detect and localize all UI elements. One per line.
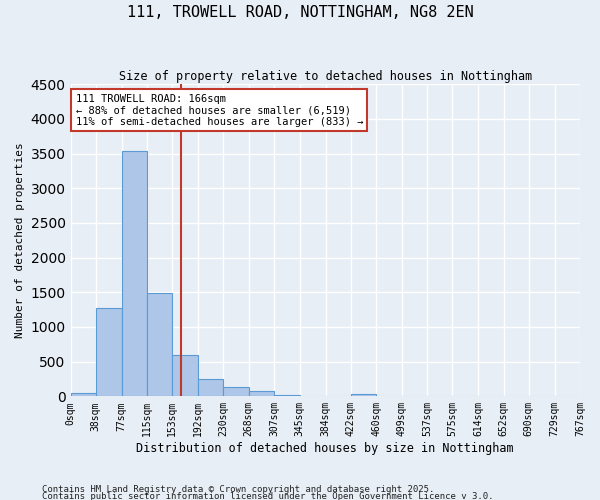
Bar	[172, 354, 198, 397]
Bar	[71, 393, 96, 396]
X-axis label: Distribution of detached houses by size in Nottingham: Distribution of detached houses by size …	[136, 442, 514, 455]
Bar	[274, 395, 299, 396]
Text: Contains HM Land Registry data © Crown copyright and database right 2025.: Contains HM Land Registry data © Crown c…	[42, 486, 434, 494]
Bar	[122, 152, 147, 396]
Text: 111 TROWELL ROAD: 166sqm
← 88% of detached houses are smaller (6,519)
11% of sem: 111 TROWELL ROAD: 166sqm ← 88% of detach…	[76, 94, 363, 126]
Title: Size of property relative to detached houses in Nottingham: Size of property relative to detached ho…	[119, 70, 532, 83]
Bar	[198, 379, 223, 396]
Bar	[223, 388, 248, 396]
Text: 111, TROWELL ROAD, NOTTINGHAM, NG8 2EN: 111, TROWELL ROAD, NOTTINGHAM, NG8 2EN	[127, 5, 473, 20]
Bar	[351, 394, 376, 396]
Bar	[96, 308, 122, 396]
Bar	[248, 391, 274, 396]
Text: Contains public sector information licensed under the Open Government Licence v : Contains public sector information licen…	[42, 492, 493, 500]
Y-axis label: Number of detached properties: Number of detached properties	[15, 142, 25, 338]
Bar	[147, 293, 172, 397]
